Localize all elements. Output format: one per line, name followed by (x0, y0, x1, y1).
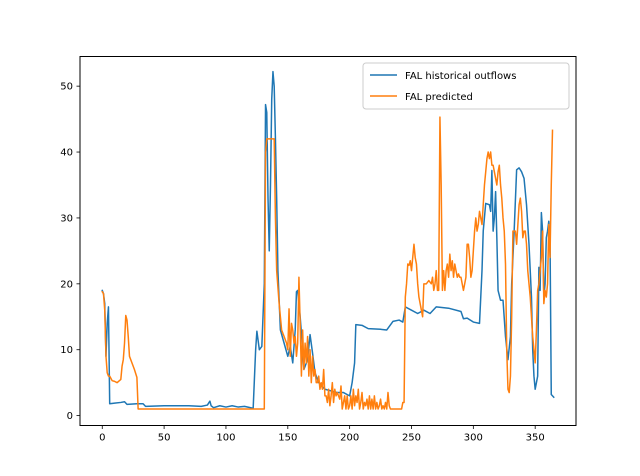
series-line-0 (101, 70, 555, 410)
y-tick-label: 40 (60, 148, 73, 159)
x-axis: 0 50 100 150 200 250 300 350 (99, 425, 545, 444)
x-tick-label: 350 (526, 433, 545, 444)
y-tick-label: 50 (60, 82, 73, 93)
axes-frame (79, 56, 577, 426)
x-tick-label: 200 (340, 433, 359, 444)
legend-label-1: FAL predicted (405, 92, 473, 103)
x-tick-label: 50 (158, 433, 171, 444)
legend-label-0: FAL historical outflows (405, 71, 516, 82)
x-tick-label: 250 (402, 433, 421, 444)
plot-lines (101, 70, 555, 410)
y-axis: 0 10 20 30 40 50 (60, 82, 80, 422)
x-tick-label: 150 (278, 433, 297, 444)
legend-box (362, 62, 570, 110)
x-tick-label: 300 (464, 433, 483, 444)
x-tick-label: 0 (99, 433, 105, 444)
x-tick-label: 100 (216, 433, 235, 444)
y-tick-label: 30 (60, 213, 73, 224)
series-line-1 (101, 116, 554, 410)
y-tick-label: 20 (60, 279, 73, 290)
y-tick-label: 10 (60, 345, 73, 356)
legend: FAL historical outflows FAL predicted (362, 62, 570, 110)
y-tick-label: 0 (67, 411, 73, 422)
